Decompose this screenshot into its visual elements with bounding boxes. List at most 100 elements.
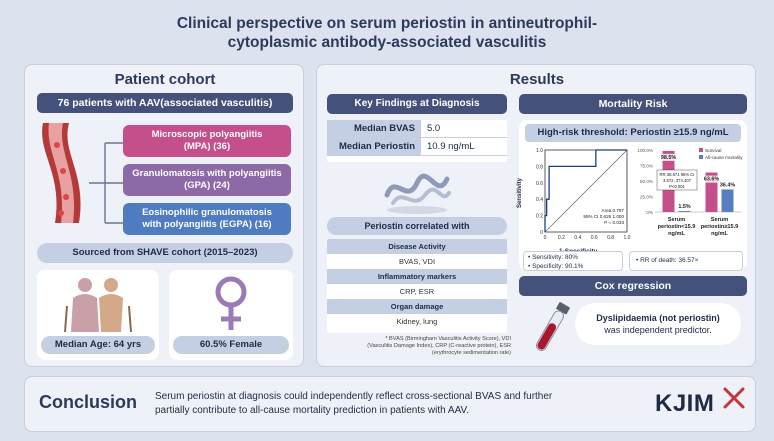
rr-annotation-box bbox=[656, 169, 698, 191]
cohort-banner: 76 patients with AAV(associated vasculit… bbox=[37, 93, 293, 113]
roc-ytick: 0.2 bbox=[536, 214, 543, 220]
kf-row-bvas: Median BVAS 5.0 bbox=[327, 120, 507, 138]
title-line-1: Clinical perspective on serum periostin … bbox=[176, 15, 598, 32]
roc-ylabel: Sensitivity bbox=[517, 177, 524, 209]
kf-bvas-label: Median BVAS bbox=[327, 120, 421, 138]
corr-group-inflammatory: Inflammatory markers bbox=[327, 269, 507, 284]
logo-mark-icon bbox=[723, 387, 745, 409]
bar-data-label-bg bbox=[702, 175, 721, 183]
bar-data-label: 36.4% bbox=[720, 182, 735, 188]
roc-xtick: 0.8 bbox=[607, 235, 614, 241]
kf-bvas-value: 5.0 bbox=[421, 120, 507, 138]
footnote: * BVAS (Birmingham Vasculitis Activity S… bbox=[333, 336, 511, 357]
subtype-gpa: Granulomatosis with polyangiitis (GPA) (2… bbox=[123, 164, 291, 196]
median-age-label: Median Age: 64 yrs bbox=[41, 336, 155, 354]
footnote-line2: (Vasculitis Damage Index), CRP (C-reacti… bbox=[367, 343, 511, 349]
protein-structure-icon bbox=[384, 173, 451, 214]
roc-xtick: 0.4 bbox=[574, 235, 581, 241]
roc-xtick: 1.0 bbox=[624, 235, 631, 241]
roc-area-label: 95% CI 0.626 1.000 bbox=[583, 214, 624, 219]
title-line-2: cytoplasmic antibody-associated vasculit… bbox=[227, 34, 547, 51]
bar-mortality bbox=[721, 189, 734, 212]
bar-ytick: 100.0% bbox=[637, 148, 653, 153]
roc-ytick: 0.8 bbox=[536, 164, 543, 170]
bar-data-label: 98.5% bbox=[661, 155, 676, 161]
bar-data-label: 1.5% bbox=[678, 204, 690, 210]
conclusion-line1: Serum periostin at diagnosis could indep… bbox=[155, 391, 553, 402]
legend-label: Survival bbox=[705, 148, 721, 153]
results-header: Results bbox=[509, 71, 565, 88]
results-panel: Results Key Findings at Diagnosis Median… bbox=[316, 64, 756, 367]
cox-result: Dyslipidaemia (not periostin) was indepe… bbox=[575, 303, 741, 345]
bar-ytick: 25.0% bbox=[640, 195, 653, 200]
bar-category-label: periostin<15.9 bbox=[658, 224, 696, 230]
roc-ytick: 1.0 bbox=[536, 148, 543, 154]
bar-category-label: Serum bbox=[668, 217, 685, 223]
conclusion-label: Conclusion bbox=[39, 392, 137, 412]
cohort-header: Patient cohort bbox=[114, 71, 216, 88]
rr-death-box: • RR of death: 36.57× bbox=[629, 251, 743, 271]
sensitivity-text: • Sensitivity: 80% bbox=[528, 254, 578, 261]
rr-death-value: RR of death: 36.57× bbox=[640, 257, 699, 264]
footnote-line3: (erythrocyte sedimentation rate) bbox=[432, 350, 511, 356]
kf-periostin-label: Median Periostin bbox=[327, 137, 421, 156]
female-symbol-icon bbox=[215, 276, 247, 330]
cox-header: Cox regression bbox=[519, 276, 747, 296]
artery-illustration bbox=[42, 123, 81, 223]
bar-data-label-bg bbox=[659, 153, 678, 161]
conclusion-panel: Conclusion Serum periostin at diagnosis … bbox=[24, 376, 756, 432]
roc-ytick: 0.6 bbox=[536, 181, 543, 187]
mortality-card: High-risk threshold: Periostin ≥15.9 ng/… bbox=[517, 120, 747, 270]
conclusion-text: Serum periostin at diagnosis could indep… bbox=[155, 390, 552, 418]
blood-tube-icon bbox=[536, 302, 570, 351]
bar-data-label: 63.6% bbox=[704, 177, 719, 183]
female-label: 60.5% Female bbox=[173, 336, 289, 354]
sens-spec-box: • Sensitivity: 80% • Specificity: 90.1% bbox=[523, 251, 623, 271]
female-card: 60.5% Female bbox=[169, 270, 293, 360]
roc-diagonal bbox=[544, 149, 628, 233]
rr-annotation-text: P<0.001 bbox=[669, 184, 685, 189]
legend-label: All-cause mortality bbox=[705, 155, 743, 160]
rr-annotation-text: RR 36.571 95% CI bbox=[660, 172, 695, 177]
specificity-value: Specificity: 90.1% bbox=[532, 263, 584, 270]
roc-ytick: 0 bbox=[540, 230, 543, 236]
bar-category-label: periostin≥15.9 bbox=[701, 224, 739, 230]
roc-ytick: 0.4 bbox=[536, 197, 543, 203]
subtype-gpa-line1: Granulomatosis with polyangiitis bbox=[132, 168, 282, 179]
corr-header: Periostin correlated with bbox=[327, 217, 507, 235]
subtype-egpa: Eosinophilic granulomatosis with polyangi… bbox=[123, 203, 291, 235]
subtype-mpa-line1: Microscopic polyangiitis bbox=[151, 129, 263, 140]
subtype-egpa-line1: Eosinophilic granulomatosis bbox=[142, 207, 272, 218]
cox-rest: was independent predictor. bbox=[604, 325, 712, 335]
roc-xtick: 0 bbox=[544, 235, 547, 241]
bar-mortality bbox=[678, 211, 691, 212]
roc-xtick: 0.2 bbox=[558, 235, 565, 241]
rr-annotation-text: 3.872, 374.407 bbox=[663, 178, 692, 183]
subtype-mpa: Microscopic polyangiitis (MPA) (36) bbox=[123, 125, 291, 157]
connector-lines bbox=[89, 142, 123, 224]
cox-bold: Dyslipidaemia (not periostin) bbox=[596, 313, 720, 323]
specificity-text: • Specificity: 90.1% bbox=[528, 263, 584, 270]
legend-swatch bbox=[699, 155, 703, 159]
conclusion-line2: partially contribute to all-cause mortal… bbox=[155, 405, 470, 416]
corr-table: Disease Activity BVAS, VDI Inflammatory … bbox=[327, 239, 507, 333]
bar-category-label: ng/mL bbox=[711, 231, 728, 237]
footnote-line1: * BVAS (Birmingham Vasculitis Activity S… bbox=[385, 336, 511, 342]
mortality-header: Mortality Risk bbox=[519, 94, 747, 114]
corr-items-disease: BVAS, VDI bbox=[398, 257, 436, 266]
key-findings-header: Key Findings at Diagnosis bbox=[327, 94, 507, 114]
bar-ytick: .0% bbox=[645, 210, 653, 215]
roc-xtick: 0.6 bbox=[591, 235, 598, 241]
elderly-couple-icon bbox=[64, 278, 132, 332]
subtype-mpa-line2: (MPA) (36) bbox=[183, 141, 231, 152]
cohort-source: Sourced from SHAVE cohort (2015–2023) bbox=[37, 243, 293, 263]
cohort-panel: Patient cohort 76 patients with AAV(asso… bbox=[24, 64, 304, 367]
corr-items-organ: Kidney, lung bbox=[396, 317, 438, 326]
kjim-logo: KJIM bbox=[655, 390, 715, 417]
roc-area-label: Area 0.797 bbox=[602, 208, 625, 213]
bar-data-label-bg bbox=[718, 181, 737, 189]
bar-ytick: 50.0% bbox=[640, 179, 653, 184]
bar-ytick: 75.0% bbox=[640, 164, 653, 169]
subtype-egpa-line2: with polyangiitis (EGPA) (16) bbox=[142, 219, 272, 230]
poster-title: Clinical perspective on serum periostin … bbox=[0, 14, 774, 52]
